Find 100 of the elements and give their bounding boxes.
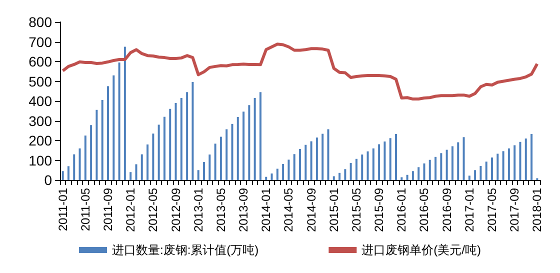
legend-label: 进口废钢单价(美元/吨) xyxy=(362,243,481,257)
bar xyxy=(524,138,527,180)
x-tick-label: 2012-01 xyxy=(124,188,138,232)
bar xyxy=(389,138,392,180)
bar xyxy=(332,176,335,180)
line-series xyxy=(61,42,539,101)
bar xyxy=(276,168,278,180)
bar xyxy=(203,162,205,180)
bar xyxy=(496,154,499,180)
bar xyxy=(428,160,431,180)
bar xyxy=(418,167,420,180)
bar xyxy=(130,172,132,180)
bar xyxy=(485,162,488,180)
bar xyxy=(282,164,284,180)
bar xyxy=(474,170,476,180)
bar xyxy=(440,153,442,180)
bar xyxy=(451,146,454,180)
bar xyxy=(73,154,76,180)
bar xyxy=(186,92,188,180)
bar xyxy=(146,144,149,180)
bar xyxy=(519,142,522,180)
bar xyxy=(338,172,341,180)
bar xyxy=(372,148,374,180)
y-tick-label: 500 xyxy=(28,73,52,90)
bar xyxy=(214,144,216,180)
bar xyxy=(344,169,346,180)
bar xyxy=(322,134,324,180)
x-tick-label: 2017-05 xyxy=(485,188,499,232)
bar xyxy=(491,157,493,180)
y-tick-label: 200 xyxy=(28,132,52,148)
bar xyxy=(508,148,510,180)
x-tick-label: 2012-05 xyxy=(146,188,160,232)
bar xyxy=(101,100,104,180)
x-tick-label: 2012-09 xyxy=(168,188,183,232)
bar xyxy=(265,176,268,180)
bar xyxy=(197,170,200,180)
x-tick-label: 2014-05 xyxy=(282,188,296,232)
bar xyxy=(446,150,448,180)
bar xyxy=(378,144,380,180)
bar xyxy=(226,129,228,180)
y-tick-label: 700 xyxy=(28,34,52,50)
bar xyxy=(248,105,250,180)
bar xyxy=(462,137,465,180)
bar xyxy=(361,154,364,180)
bar xyxy=(90,125,92,180)
bar xyxy=(140,154,143,180)
bar xyxy=(327,129,330,180)
bar xyxy=(112,75,115,180)
bar xyxy=(180,98,182,180)
x-tick-label: 2013-09 xyxy=(236,188,251,232)
bar xyxy=(400,177,403,180)
bar xyxy=(152,134,154,180)
y-tick-label: 800 xyxy=(28,14,52,30)
bar xyxy=(412,171,414,180)
y-tick-label: 600 xyxy=(28,54,52,70)
bar xyxy=(107,86,109,180)
bar xyxy=(192,82,194,180)
bar xyxy=(163,116,166,180)
x-tick-label: 2013-05 xyxy=(214,188,228,232)
bar xyxy=(468,176,470,180)
bar xyxy=(67,166,70,180)
bar xyxy=(270,173,273,180)
bar xyxy=(174,102,177,180)
x-tick-label: 2016-01 xyxy=(394,188,409,232)
bar xyxy=(242,112,245,180)
bar xyxy=(220,136,222,180)
bar xyxy=(423,163,426,180)
bar xyxy=(208,154,211,180)
bar xyxy=(169,108,172,180)
x-tick-label: 2017-09 xyxy=(508,188,522,232)
bar xyxy=(254,98,256,180)
x-tick-label: 2013-01 xyxy=(191,188,206,232)
bar xyxy=(236,117,239,180)
bar xyxy=(434,156,437,180)
x-tick-label: 2011-01 xyxy=(56,188,70,232)
x-tick-label: 2017-01 xyxy=(462,188,476,232)
bar xyxy=(288,160,290,180)
bar xyxy=(366,151,369,180)
bar xyxy=(395,134,397,180)
x-tick-label: 2011-05 xyxy=(78,188,92,232)
x-tick-label: 2015-01 xyxy=(326,188,341,232)
bar xyxy=(316,138,318,180)
bar xyxy=(457,142,460,180)
bar xyxy=(231,124,234,180)
bar xyxy=(355,158,358,180)
bar xyxy=(530,134,533,180)
bar xyxy=(310,141,312,180)
x-tick-label: 2018-01 xyxy=(530,188,544,232)
legend-label: 进口数量:废钢:累计值(万吨) xyxy=(112,243,259,257)
bar xyxy=(406,174,408,180)
bar xyxy=(124,46,126,180)
bar xyxy=(350,163,352,180)
bar xyxy=(502,151,504,180)
bar xyxy=(78,148,81,180)
bar xyxy=(135,164,138,180)
bar xyxy=(293,154,296,180)
bar xyxy=(384,141,386,180)
bar xyxy=(259,92,262,180)
y-tick-label: 0 xyxy=(44,172,52,188)
bar xyxy=(84,136,86,180)
